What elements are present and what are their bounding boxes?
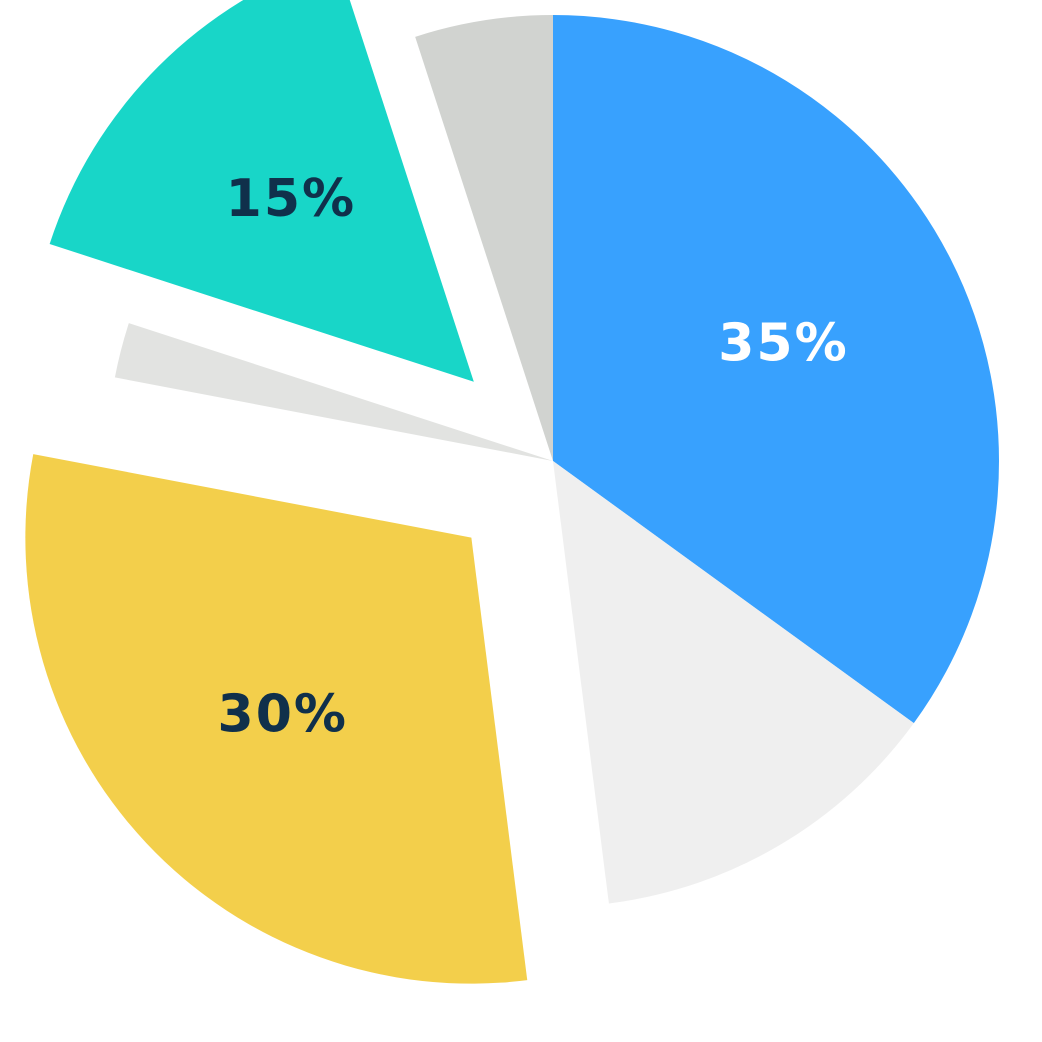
pie-slice-label-5: 15% [226, 169, 356, 229]
pie-slice-5 [49, 0, 474, 382]
pie-slice-1 [553, 15, 1000, 724]
pie-slice-label-3: 30% [218, 685, 348, 745]
pie-slice-6 [415, 15, 553, 461]
pie-slice-2 [553, 461, 914, 904]
slices-layer [25, 0, 1000, 984]
pie-slice-3 [25, 454, 528, 984]
pie-slice-label-1: 35% [718, 314, 848, 374]
pie-slice-4 [114, 323, 553, 461]
labels-layer: 35% 30% 15% [218, 169, 848, 745]
